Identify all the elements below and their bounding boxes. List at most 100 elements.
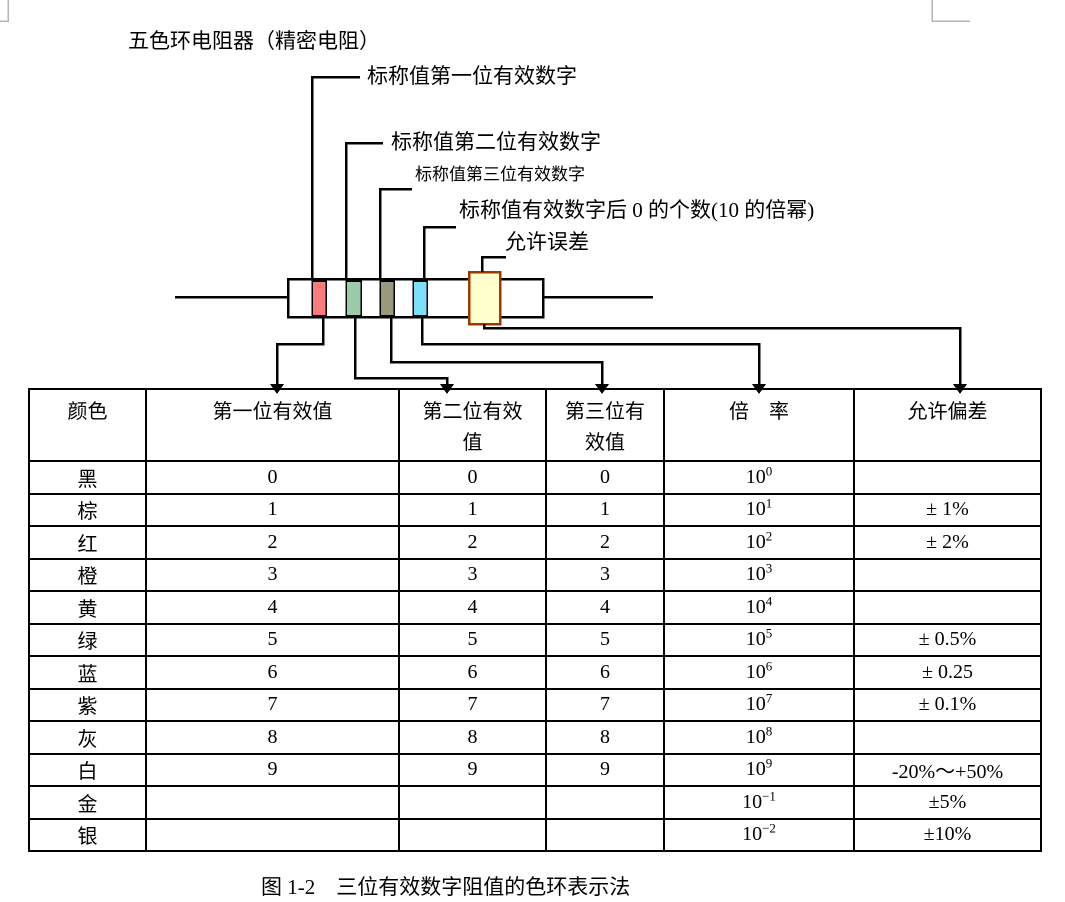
digit2-cell: 7 xyxy=(398,687,547,722)
multiplier-cell: 108 xyxy=(663,720,855,755)
digit3-cell: 6 xyxy=(545,655,665,690)
pointer-line-band5 xyxy=(482,324,962,385)
resistor-band-3 xyxy=(379,280,395,317)
multiplier-exponent: 1 xyxy=(765,495,773,511)
table-row: 白 9 9 9 109 -20%～+50% xyxy=(28,752,1042,787)
color-name-cell: 红 xyxy=(28,525,147,560)
multiplier-base: 10 xyxy=(745,498,766,521)
multiplier-base: 10 xyxy=(745,563,766,586)
callout-label-band1: 标称值第一位有效数字 xyxy=(367,64,577,88)
digit1-cell: 7 xyxy=(145,687,400,722)
multiplier-cell: 109 xyxy=(663,752,855,787)
resistor-band-2 xyxy=(345,280,362,317)
multiplier-base: 10 xyxy=(745,725,766,748)
page-corner-mark-left xyxy=(0,0,9,22)
digit3-cell: 3 xyxy=(545,557,665,592)
table-row: 橙 3 3 3 103 xyxy=(28,557,1042,592)
resistor-body xyxy=(286,277,545,319)
multiplier-base: 10 xyxy=(745,660,766,683)
multiplier-cell: 10−1 xyxy=(663,785,855,820)
table-row: 银 10−2 ±10% xyxy=(28,817,1042,852)
figure-caption: 图 1-2 三位有效数字阻值的色环表示法 xyxy=(261,875,631,899)
resistor-band-5-tolerance xyxy=(467,270,502,326)
multiplier-exponent: −2 xyxy=(762,820,776,836)
table-row: 紫 7 7 7 107 ± 0.1% xyxy=(28,687,1042,722)
color-code-table-body: 黑 0 0 0 100 棕 1 1 1 101 ± 1% 红 2 2 2 102 ± 2% 橙 3 3 3 103 黄 4 4 4… xyxy=(28,460,1042,852)
digit3-cell: 8 xyxy=(545,720,665,755)
multiplier-base: 10 xyxy=(745,465,766,488)
color-name-cell: 黑 xyxy=(28,460,147,495)
digit1-cell: 1 xyxy=(145,492,400,527)
color-name-cell: 橙 xyxy=(28,557,147,592)
pointer-line-band3 xyxy=(389,317,604,385)
header-tolerance: 允许偏差 xyxy=(853,388,1042,462)
digit3-cell: 4 xyxy=(545,590,665,625)
multiplier-cell: 105 xyxy=(663,622,855,657)
multiplier-exponent: 6 xyxy=(765,658,773,674)
multiplier-exponent: 7 xyxy=(765,690,773,706)
multiplier-base: 10 xyxy=(745,628,766,651)
tolerance-cell: ± 2% xyxy=(853,525,1042,560)
digit2-cell: 3 xyxy=(398,557,547,592)
tolerance-cell: ±10% xyxy=(853,817,1042,852)
callout-line-band3 xyxy=(378,187,412,279)
digit2-cell: 1 xyxy=(398,492,547,527)
multiplier-base: 10 xyxy=(745,530,766,553)
pointer-line-band4 xyxy=(420,317,761,385)
multiplier-cell: 104 xyxy=(663,590,855,625)
table-row: 金 10−1 ±5% xyxy=(28,785,1042,820)
digit2-cell xyxy=(398,817,547,852)
table-row: 黄 4 4 4 104 xyxy=(28,590,1042,625)
color-name-cell: 金 xyxy=(28,785,147,820)
callout-label-band3: 标称值第三位有效数字 xyxy=(415,165,585,184)
digit3-cell xyxy=(545,785,665,820)
multiplier-exponent: −1 xyxy=(762,788,776,804)
tolerance-cell: ± 0.25 xyxy=(853,655,1042,690)
callout-label-band5: 允许误差 xyxy=(505,230,589,254)
digit3-cell: 2 xyxy=(545,525,665,560)
digit1-cell: 8 xyxy=(145,720,400,755)
multiplier-cell: 100 xyxy=(663,460,855,495)
tolerance-cell: ± 0.1% xyxy=(853,687,1042,722)
digit1-cell: 5 xyxy=(145,622,400,657)
multiplier-exponent: 8 xyxy=(765,723,773,739)
header-digit3: 第三位有 效值 xyxy=(545,388,665,462)
header-color: 颜色 xyxy=(28,388,147,462)
multiplier-cell: 106 xyxy=(663,655,855,690)
color-name-cell: 银 xyxy=(28,817,147,852)
callout-line-band1 xyxy=(310,75,360,279)
table-row: 棕 1 1 1 101 ± 1% xyxy=(28,492,1042,527)
tolerance-cell: ±5% xyxy=(853,785,1042,820)
digit2-cell xyxy=(398,785,547,820)
table-row: 黑 0 0 0 100 xyxy=(28,460,1042,495)
digit2-cell: 5 xyxy=(398,622,547,657)
digit1-cell xyxy=(145,817,400,852)
color-name-cell: 白 xyxy=(28,752,147,787)
color-name-cell: 绿 xyxy=(28,622,147,657)
multiplier-base: 10 xyxy=(742,823,763,846)
digit3-cell xyxy=(545,817,665,852)
digit1-cell: 3 xyxy=(145,557,400,592)
header-digit1: 第一位有效值 xyxy=(145,388,400,462)
color-name-cell: 灰 xyxy=(28,720,147,755)
tolerance-cell: -20%～+50% xyxy=(853,752,1042,787)
multiplier-exponent: 5 xyxy=(765,625,773,641)
pointer-line-band1 xyxy=(275,317,325,385)
color-name-cell: 紫 xyxy=(28,687,147,722)
tolerance-cell xyxy=(853,460,1042,495)
table-row: 红 2 2 2 102 ± 2% xyxy=(28,525,1042,560)
multiplier-cell: 102 xyxy=(663,525,855,560)
digit2-cell: 4 xyxy=(398,590,547,625)
color-name-cell: 棕 xyxy=(28,492,147,527)
callout-label-band4: 标称值有效数字后 0 的个数(10 的倍幂) xyxy=(459,198,815,222)
pointer-line-band2 xyxy=(353,317,449,385)
multiplier-cell: 101 xyxy=(663,492,855,527)
multiplier-cell: 107 xyxy=(663,687,855,722)
digit1-cell: 9 xyxy=(145,752,400,787)
digit2-cell: 9 xyxy=(398,752,547,787)
multiplier-base: 10 xyxy=(745,595,766,618)
multiplier-base: 10 xyxy=(745,758,766,781)
digit3-cell: 0 xyxy=(545,460,665,495)
